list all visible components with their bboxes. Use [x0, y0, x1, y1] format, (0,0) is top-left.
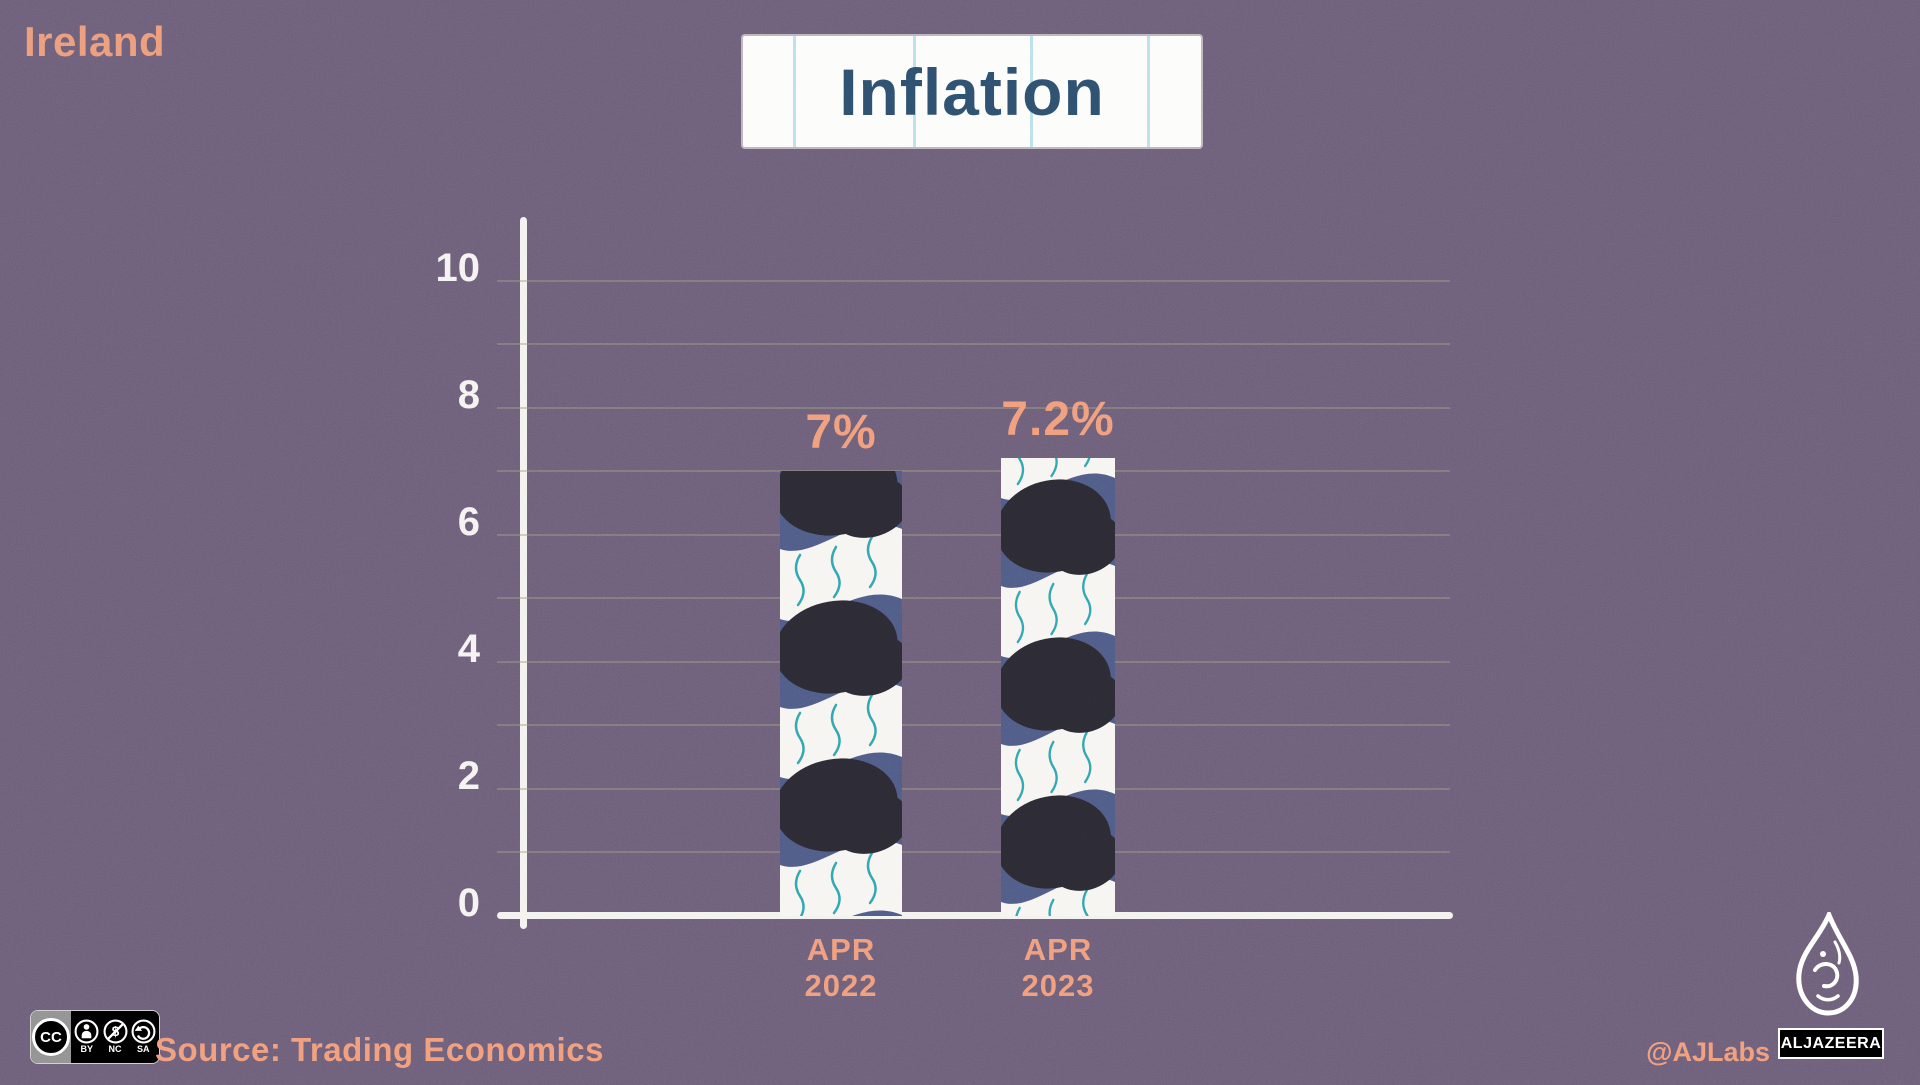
cc-by-label: BY [80, 1044, 93, 1054]
country-label: Ireland [24, 18, 166, 65]
x-category-label-1: APR 2023 [1021, 932, 1095, 1003]
gridline-6 [497, 533, 1450, 536]
aljazeera-wordmark: ALJAZEERA [1778, 1028, 1884, 1059]
gridline-1 [497, 851, 1450, 854]
cc-terms-section: BY $ NC SA [71, 1011, 159, 1063]
cc-sa-item: SA [131, 1019, 156, 1055]
y-tick-label-0: 0 [457, 881, 480, 925]
cc-icon: CC [32, 1018, 70, 1056]
aljazeera-calligraphy-logo [1796, 912, 1859, 1016]
gridline-9 [497, 343, 1450, 346]
source-label: Source: Trading Economics [155, 1031, 604, 1068]
attribution-person-icon [74, 1019, 99, 1044]
cc-logo-section: CC [31, 1011, 71, 1063]
x-category-label-0: APR 2022 [804, 932, 878, 1003]
notebook-line [1147, 36, 1150, 147]
bar-apr-2023 [1001, 458, 1115, 916]
gridline-7 [497, 470, 1450, 473]
notebook-line [793, 36, 796, 147]
aljazeera-text: ALJAZEERA [1780, 1034, 1882, 1052]
y-tick-label-6: 6 [457, 499, 480, 544]
y-tick-label-8: 8 [457, 372, 480, 417]
cc-nc-item: $ NC [103, 1019, 128, 1055]
share-alike-arrow-icon [131, 1019, 156, 1044]
gridline-3 [497, 724, 1450, 727]
gridline-4 [497, 660, 1450, 663]
chart-title: Inflation [839, 54, 1105, 129]
cc-sa-label: SA [136, 1044, 150, 1054]
bar-value-label-1: 7.2% [1001, 393, 1115, 446]
y-axis-line [520, 217, 527, 929]
title-box: Inflation [743, 36, 1201, 147]
y-tick-label-2: 2 [457, 753, 480, 798]
y-tick-label-10: 10 [435, 245, 481, 290]
y-tick-label-4: 4 [457, 626, 480, 671]
cc-nc-label: NC [108, 1044, 122, 1054]
bar-value-label-0: 7% [805, 406, 877, 459]
cc-license-badge: CC BY $ NC [30, 1010, 160, 1064]
no-commercial-dollar-icon: $ [103, 1019, 127, 1044]
bar-apr-2022 [780, 471, 902, 916]
cc-by-item: BY [74, 1019, 99, 1055]
gridline-5 [497, 597, 1450, 600]
gridline-2 [497, 787, 1450, 790]
ajlabs-credit: @AJLabs [1646, 1037, 1770, 1067]
cc-text: CC [40, 1028, 62, 1046]
x-axis-line [497, 912, 1453, 919]
gridline-10 [497, 279, 1450, 282]
